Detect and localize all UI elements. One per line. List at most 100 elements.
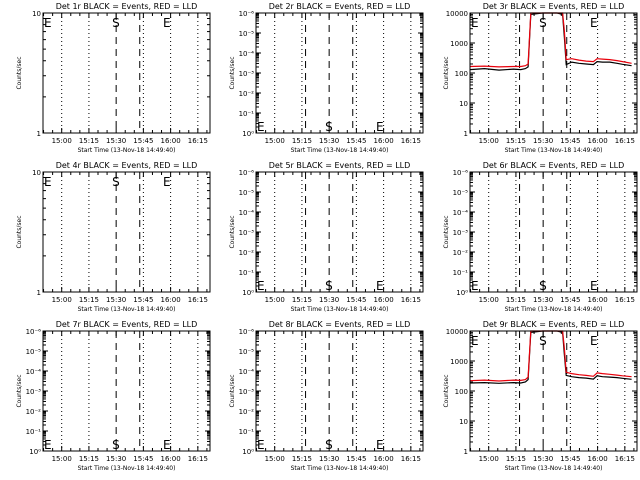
x-tick-label: 15:15 (79, 296, 99, 304)
marker-letter-e: E (376, 279, 384, 293)
marker-letter-s: S (112, 175, 120, 189)
y-tick-label: 10⁻⁵ (453, 189, 469, 197)
y-tick-label: 10⁻⁶ (453, 169, 469, 177)
y-axis-label: Counts/sec (443, 215, 450, 248)
y-tick-label: 10 (32, 10, 41, 18)
marker-letter-e: E (163, 438, 171, 452)
x-tick-label: 16:00 (161, 296, 181, 304)
y-tick-label: 10⁻⁶ (26, 328, 42, 336)
plot-frame (255, 171, 424, 293)
x-tick-label: 15:00 (479, 455, 499, 463)
x-tick-label: 15:45 (346, 137, 366, 145)
y-tick-label: 10⁻¹ (239, 110, 255, 118)
x-tick-label: 16:00 (374, 455, 394, 463)
plot-frame (255, 330, 424, 452)
marker-letter-e: E (163, 175, 171, 189)
y-axis-label: Counts/sec (443, 374, 450, 407)
x-tick-label: 16:15 (401, 137, 421, 145)
y-axis-label: Counts/sec (16, 374, 23, 407)
panel-title: Det 4r BLACK = Events, RED = LLD (56, 161, 198, 170)
marker-letter-s: S (112, 16, 120, 30)
marker-letter-e: E (590, 334, 598, 348)
x-tick-label: 15:45 (560, 296, 580, 304)
y-tick-label: 10 (459, 100, 468, 108)
marker-letter-s: S (112, 438, 120, 452)
y-tick-label: 10⁰ (242, 130, 254, 138)
y-tick-label: 10 (32, 169, 41, 177)
x-axis-label: Start Time (13-Nov-18 14:49:40) (291, 465, 389, 472)
y-tick-label: 10⁻⁶ (239, 10, 255, 18)
y-tick-label: 10⁻⁶ (239, 328, 255, 336)
y-tick-label: 1 (464, 448, 468, 456)
y-tick-label: 10⁰ (242, 448, 254, 456)
y-tick-label: 10 (459, 418, 468, 426)
y-tick-label: 10⁻⁴ (239, 368, 255, 376)
marker-letter-e: E (257, 438, 265, 452)
x-tick-label: 16:00 (374, 137, 394, 145)
plot-frame (469, 330, 638, 452)
y-tick-label: 100 (455, 70, 468, 78)
x-tick-label: 15:15 (292, 137, 312, 145)
y-tick-label: 10⁻¹ (453, 269, 469, 277)
x-tick-label: 16:15 (188, 455, 208, 463)
marker-letter-e: E (590, 279, 598, 293)
x-tick-label: 15:30 (319, 296, 339, 304)
panel-title: Det 5r BLACK = Events, RED = LLD (269, 161, 411, 170)
marker-letter-s: S (539, 279, 547, 293)
panel-det-5r: Det 5r BLACK = Events, RED = LLD 15:00 15:… (229, 161, 424, 313)
y-tick-label: 10⁻¹ (26, 428, 42, 436)
y-tick-label: 10⁻² (453, 249, 469, 257)
y-tick-label: 10⁻⁵ (26, 348, 42, 356)
x-tick-label: 15:30 (533, 455, 553, 463)
panel-det-1r: Det 1r BLACK = Events, RED = LLD 15:00 15:… (16, 2, 211, 154)
x-tick-label: 15:45 (346, 296, 366, 304)
x-tick-label: 15:30 (533, 137, 553, 145)
x-tick-label: 15:15 (506, 137, 526, 145)
plot-frame (469, 12, 638, 134)
marker-letter-e: E (471, 334, 479, 348)
series-line-events (469, 330, 632, 384)
series-line-lld (469, 12, 632, 68)
panel-title: Det 6r BLACK = Events, RED = LLD (483, 161, 625, 170)
marker-letter-e: E (44, 438, 52, 452)
x-tick-label: 16:00 (588, 137, 608, 145)
x-tick-label: 16:00 (588, 296, 608, 304)
x-tick-label: 16:15 (188, 296, 208, 304)
panel-title: Det 2r BLACK = Events, RED = LLD (269, 2, 411, 11)
x-tick-label: 16:15 (401, 296, 421, 304)
panel-det-6r: Det 6r BLACK = Events, RED = LLD 15:00 15:… (443, 161, 638, 313)
x-tick-label: 15:30 (319, 455, 339, 463)
marker-letter-s: S (539, 334, 547, 348)
x-axis-label: Start Time (13-Nov-18 14:49:40) (78, 465, 176, 472)
x-tick-label: 15:15 (79, 455, 99, 463)
x-axis-label: Start Time (13-Nov-18 14:49:40) (291, 306, 389, 313)
y-tick-label: 10000 (446, 10, 468, 18)
plot-frame (42, 171, 211, 293)
y-tick-label: 100 (455, 388, 468, 396)
y-tick-label: 1 (37, 130, 41, 138)
y-tick-label: 10⁻⁵ (239, 30, 255, 38)
y-tick-label: 10000 (446, 328, 468, 336)
panel-title: Det 7r BLACK = Events, RED = LLD (56, 320, 198, 329)
x-tick-label: 15:00 (52, 455, 72, 463)
x-tick-label: 16:15 (401, 455, 421, 463)
x-axis-label: Start Time (13-Nov-18 14:49:40) (505, 147, 603, 154)
marker-letter-e: E (257, 120, 265, 134)
x-tick-label: 16:15 (615, 455, 635, 463)
x-tick-label: 16:15 (615, 296, 635, 304)
panel-det-9r: Det 9r BLACK = Events, RED = LLD 15:00 15:… (443, 320, 638, 472)
panel-det-3r: Det 3r BLACK = Events, RED = LLD 15:00 15:… (443, 2, 638, 154)
y-tick-label: 1000 (450, 40, 468, 48)
x-axis-label: Start Time (13-Nov-18 14:49:40) (78, 147, 176, 154)
y-tick-label: 10⁻² (239, 90, 255, 98)
x-tick-label: 15:00 (52, 137, 72, 145)
y-tick-label: 1000 (450, 358, 468, 366)
y-tick-label: 10⁻² (239, 249, 255, 257)
marker-letter-s: S (539, 16, 547, 30)
y-tick-label: 10⁻⁴ (239, 209, 255, 217)
y-tick-label: 10⁻³ (453, 229, 469, 237)
x-tick-label: 15:15 (506, 296, 526, 304)
panel-det-8r: Det 8r BLACK = Events, RED = LLD 15:00 15:… (229, 320, 424, 472)
plot-frame (255, 12, 424, 134)
